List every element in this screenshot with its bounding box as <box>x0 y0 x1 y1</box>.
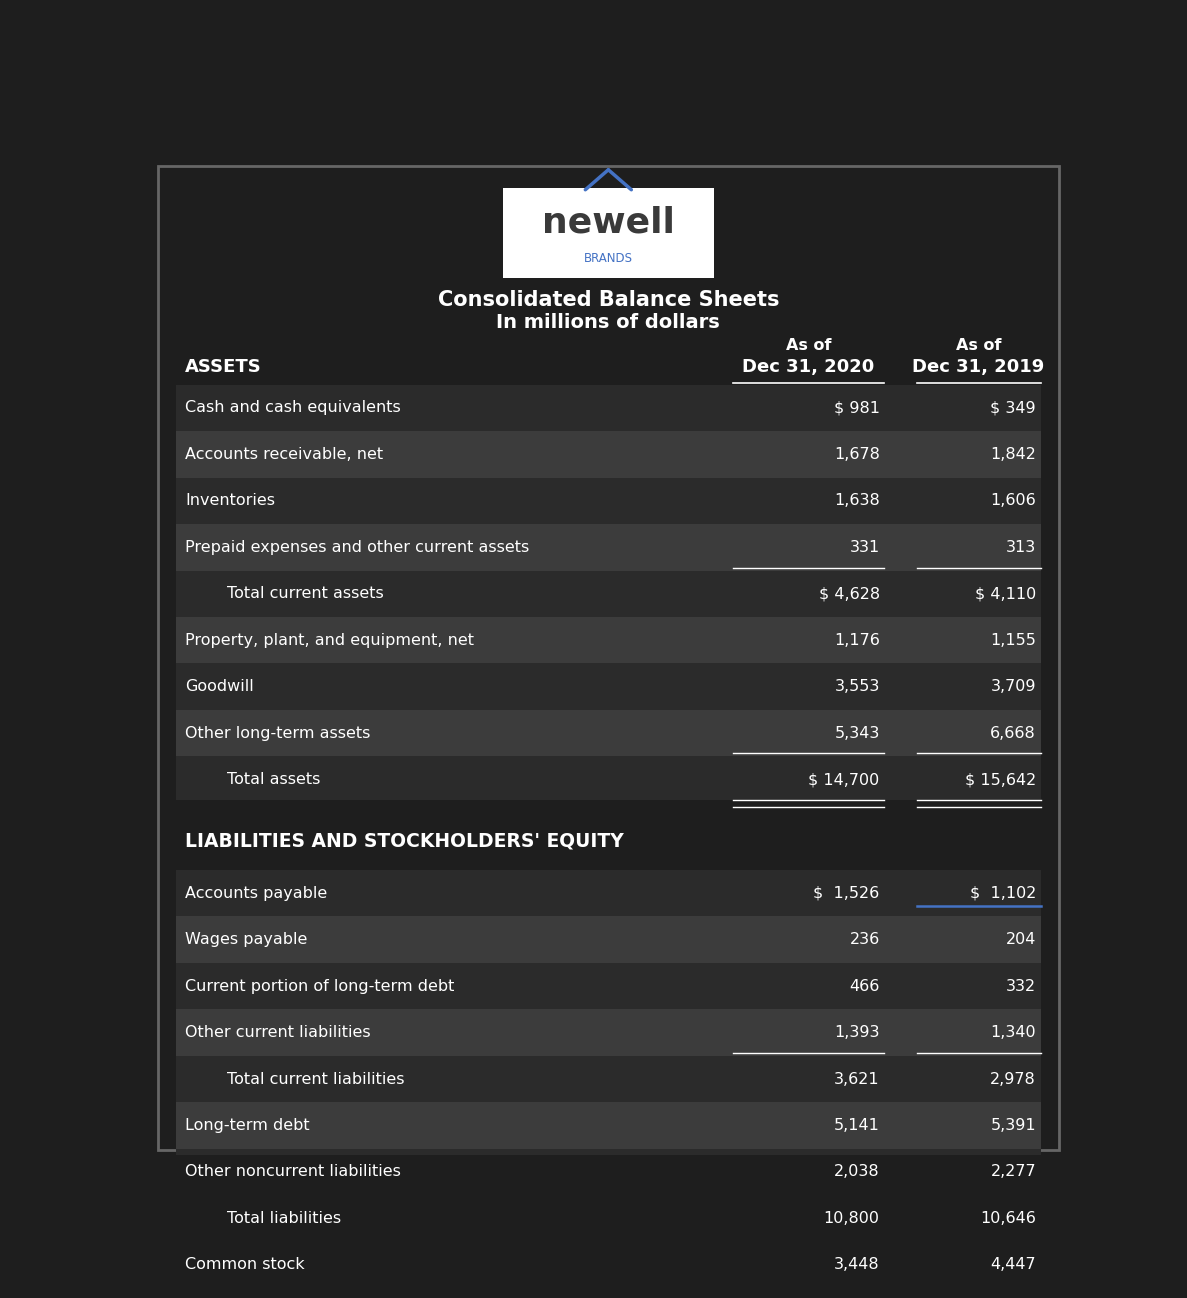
Text: LIABILITIES AND STOCKHOLDERS' EQUITY: LIABILITIES AND STOCKHOLDERS' EQUITY <box>185 832 624 850</box>
Text: Goodwill: Goodwill <box>185 679 254 694</box>
FancyBboxPatch shape <box>176 478 1041 524</box>
Text: Total current liabilities: Total current liabilities <box>227 1072 404 1086</box>
FancyBboxPatch shape <box>176 710 1041 757</box>
Text: Dec 31, 2019: Dec 31, 2019 <box>913 358 1045 375</box>
Text: 466: 466 <box>850 979 880 993</box>
Text: 332: 332 <box>1005 979 1036 993</box>
Text: 3,709: 3,709 <box>991 679 1036 694</box>
Text: Accounts payable: Accounts payable <box>185 885 328 901</box>
Text: $ 15,642: $ 15,642 <box>965 772 1036 787</box>
Text: Cash and cash equivalents: Cash and cash equivalents <box>185 400 401 415</box>
FancyBboxPatch shape <box>176 1055 1041 1102</box>
Text: Prepaid expenses and other current assets: Prepaid expenses and other current asset… <box>185 540 529 554</box>
FancyBboxPatch shape <box>176 1242 1041 1288</box>
Text: Inventories: Inventories <box>185 493 275 509</box>
Text: BRANDS: BRANDS <box>584 252 633 265</box>
Text: 2,038: 2,038 <box>834 1164 880 1180</box>
FancyBboxPatch shape <box>176 663 1041 710</box>
Text: 5,141: 5,141 <box>833 1118 880 1133</box>
Text: 313: 313 <box>1005 540 1036 554</box>
FancyBboxPatch shape <box>176 800 1041 868</box>
FancyBboxPatch shape <box>176 963 1041 1010</box>
Text: 236: 236 <box>850 932 880 948</box>
FancyBboxPatch shape <box>176 431 1041 478</box>
Text: Consolidated Balance Sheets: Consolidated Balance Sheets <box>438 289 779 310</box>
Text: Common stock: Common stock <box>185 1258 305 1272</box>
Text: ASSETS: ASSETS <box>185 358 262 375</box>
Text: 1,842: 1,842 <box>990 447 1036 462</box>
FancyBboxPatch shape <box>176 1195 1041 1242</box>
Text: newell: newell <box>542 205 674 240</box>
Text: In millions of dollars: In millions of dollars <box>496 313 721 332</box>
Text: As of: As of <box>786 339 831 353</box>
FancyBboxPatch shape <box>176 617 1041 663</box>
Text: Dec 31, 2020: Dec 31, 2020 <box>742 358 875 375</box>
FancyBboxPatch shape <box>176 571 1041 617</box>
Text: 4,447: 4,447 <box>990 1258 1036 1272</box>
Text: 1,638: 1,638 <box>834 493 880 509</box>
Text: 6,668: 6,668 <box>990 726 1036 741</box>
Text: Total current assets: Total current assets <box>227 587 383 601</box>
Text: 1,393: 1,393 <box>834 1025 880 1040</box>
FancyBboxPatch shape <box>502 188 715 278</box>
Text: Other long-term assets: Other long-term assets <box>185 726 370 741</box>
Text: 3,621: 3,621 <box>834 1072 880 1086</box>
FancyBboxPatch shape <box>176 757 1041 803</box>
FancyBboxPatch shape <box>176 1288 1041 1298</box>
Text: Total assets: Total assets <box>227 772 320 787</box>
FancyBboxPatch shape <box>176 916 1041 963</box>
Text: $ 4,628: $ 4,628 <box>819 587 880 601</box>
Text: 2,978: 2,978 <box>990 1072 1036 1086</box>
Text: $ 14,700: $ 14,700 <box>808 772 880 787</box>
Text: Current portion of long-term debt: Current portion of long-term debt <box>185 979 455 993</box>
Text: $  1,102: $ 1,102 <box>970 885 1036 901</box>
Text: 204: 204 <box>1005 932 1036 948</box>
FancyBboxPatch shape <box>176 1149 1041 1195</box>
Text: 3,448: 3,448 <box>834 1258 880 1272</box>
Text: 1,176: 1,176 <box>833 632 880 648</box>
Text: 5,391: 5,391 <box>990 1118 1036 1133</box>
Text: Accounts receivable, net: Accounts receivable, net <box>185 447 383 462</box>
Text: Long-term debt: Long-term debt <box>185 1118 310 1133</box>
Text: 10,646: 10,646 <box>980 1211 1036 1225</box>
FancyBboxPatch shape <box>176 870 1041 916</box>
FancyBboxPatch shape <box>158 166 1059 1150</box>
Text: 331: 331 <box>850 540 880 554</box>
Text: 3,553: 3,553 <box>834 679 880 694</box>
Text: 5,343: 5,343 <box>834 726 880 741</box>
Text: 10,800: 10,800 <box>824 1211 880 1225</box>
FancyBboxPatch shape <box>176 524 1041 571</box>
Text: Property, plant, and equipment, net: Property, plant, and equipment, net <box>185 632 474 648</box>
Text: 1,340: 1,340 <box>990 1025 1036 1040</box>
Text: 2,277: 2,277 <box>990 1164 1036 1180</box>
Text: Wages payable: Wages payable <box>185 932 307 948</box>
Text: 1,678: 1,678 <box>833 447 880 462</box>
Text: As of: As of <box>956 339 1002 353</box>
FancyBboxPatch shape <box>176 384 1041 431</box>
Text: $  1,526: $ 1,526 <box>813 885 880 901</box>
Text: 1,606: 1,606 <box>990 493 1036 509</box>
Text: 1,155: 1,155 <box>990 632 1036 648</box>
Text: $ 349: $ 349 <box>990 400 1036 415</box>
Text: Other current liabilities: Other current liabilities <box>185 1025 370 1040</box>
Text: Other noncurrent liabilities: Other noncurrent liabilities <box>185 1164 401 1180</box>
Text: $ 981: $ 981 <box>833 400 880 415</box>
FancyBboxPatch shape <box>176 1102 1041 1149</box>
FancyBboxPatch shape <box>176 1010 1041 1055</box>
Text: Total liabilities: Total liabilities <box>227 1211 341 1225</box>
Text: $ 4,110: $ 4,110 <box>975 587 1036 601</box>
